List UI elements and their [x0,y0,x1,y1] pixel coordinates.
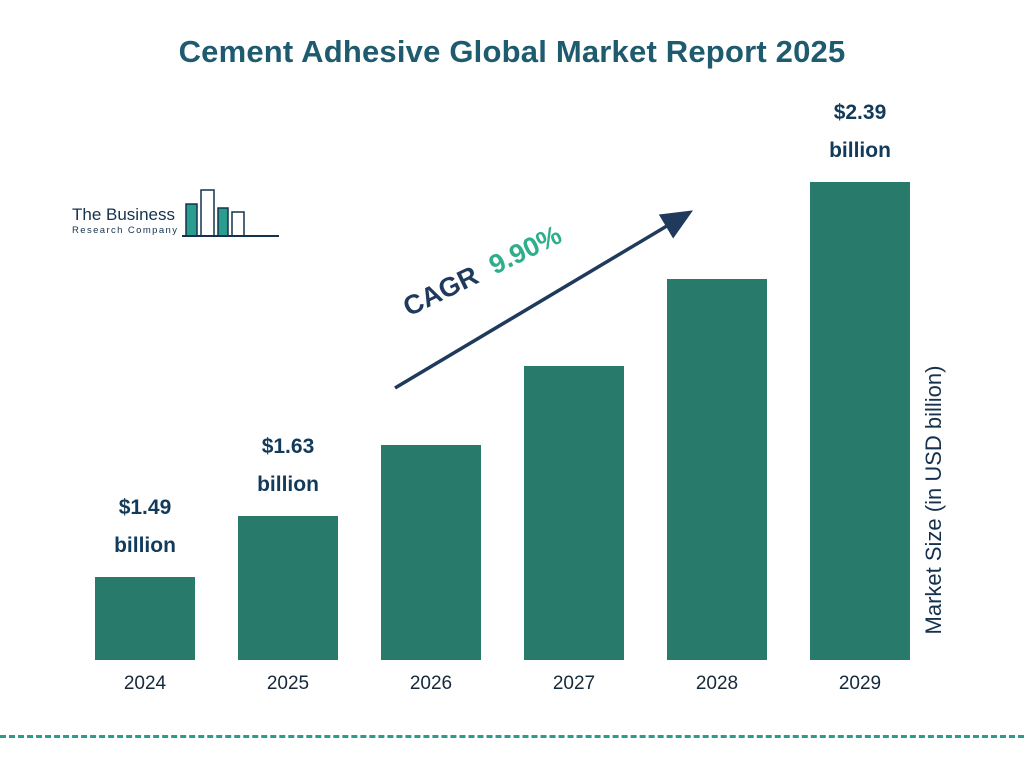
bar [524,366,624,660]
x-tick-label: 2029 [838,673,882,694]
bar [667,279,767,660]
bar [95,577,195,660]
x-tick-label: 2025 [266,673,310,694]
bar-column: $1.63 billion 2025 [238,428,338,700]
x-tick-label: 2026 [409,673,453,694]
bar [810,182,910,660]
x-tick-label: 2027 [552,673,596,694]
logo-text: The Business Research Company [72,205,178,244]
growth-arrow-icon [394,210,694,390]
logo-name: The Business [72,205,175,224]
bar [238,516,338,660]
bar-column: 2026 [381,433,481,700]
value-label: $1.63 billion [257,435,319,497]
company-logo: The Business Research Company [72,186,282,244]
bar-chart-logo-icon [182,189,280,237]
y-axis-label: Market Size (in USD billion) [921,365,946,635]
bar-column: 2028 [667,267,767,700]
logo-subtitle: Research Company [72,225,179,236]
value-label: $1.49 billion [114,496,176,558]
bar-column: $1.49 billion 2024 [95,489,195,700]
bar [381,445,481,660]
value-label: $2.39 billion [829,101,891,163]
bars: $1.49 billion 2024 $1.63 billion 2025 2026 20… [95,94,910,700]
x-tick-label: 2024 [123,673,167,694]
bottom-dashed-divider [0,735,1024,738]
bar-column: $2.39 billion 2029 [810,94,910,700]
x-tick-label: 2028 [695,673,739,694]
page-title: Cement Adhesive Global Market Report 202… [178,34,846,69]
bar-column: 2027 [524,354,624,700]
